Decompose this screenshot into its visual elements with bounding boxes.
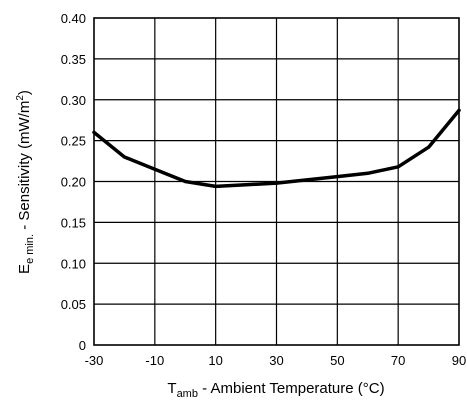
plot-area-frame <box>93 17 460 346</box>
data-point <box>397 166 399 168</box>
y-tick-label: 0.20 <box>61 175 86 190</box>
x-tick-label: 30 <box>269 353 283 368</box>
data-point <box>215 185 217 187</box>
x-tick-label: 90 <box>452 353 466 368</box>
y-tick-label: 0.15 <box>61 215 86 230</box>
data-point <box>306 179 308 181</box>
y-tick-label: 0 <box>79 338 86 353</box>
data-point <box>428 146 430 148</box>
y-tick-label: 0.25 <box>61 134 86 149</box>
x-tick-label: 50 <box>330 353 344 368</box>
y-tick-label: 0.40 <box>61 11 86 26</box>
x-tick-label: 70 <box>391 353 405 368</box>
data-point <box>123 156 125 158</box>
data-point <box>245 184 247 186</box>
y-tick-label: 0.30 <box>61 93 86 108</box>
y-tick-label: 0.35 <box>61 52 86 67</box>
x-tick-label: -10 <box>145 353 164 368</box>
y-tick-label: 0.05 <box>61 297 86 312</box>
y-axis-title: Ee min. - Sensitivity (mW/m2) <box>15 90 36 274</box>
data-point <box>458 109 460 111</box>
x-axis-ticks: -30 -10 10 30 50 70 90 <box>85 353 467 368</box>
data-points <box>93 109 460 187</box>
data-point <box>154 168 156 170</box>
y-tick-label: 0.10 <box>61 256 86 271</box>
data-point <box>93 131 95 133</box>
x-axis-title: Tamb - Ambient Temperature (°C) <box>167 380 384 400</box>
y-axis-ticks: 0 0.05 0.10 0.15 0.20 0.25 0.30 0.35 0.40 <box>61 11 86 353</box>
data-point <box>276 182 277 184</box>
x-tick-label: -30 <box>85 353 104 368</box>
x-tick-label: 10 <box>208 353 222 368</box>
data-point <box>184 181 186 182</box>
data-point <box>336 176 338 178</box>
data-point <box>367 172 369 174</box>
